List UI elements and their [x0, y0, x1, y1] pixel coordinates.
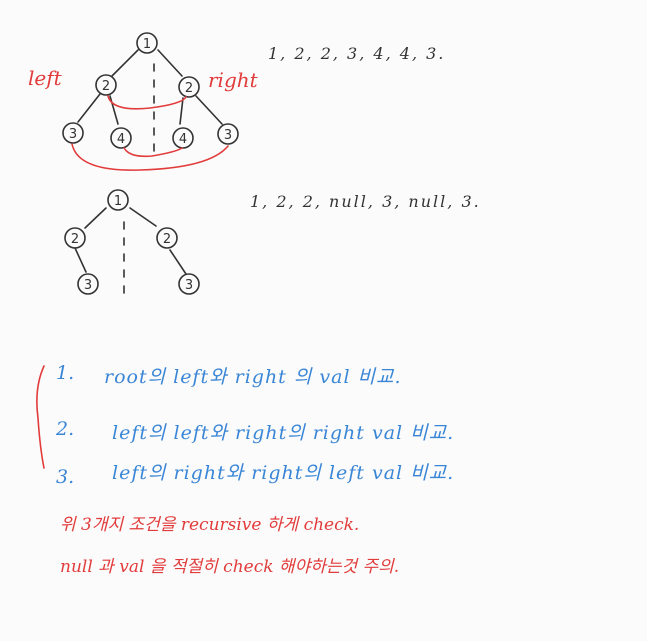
tree1-node-label: 2 [185, 81, 193, 96]
tree2-node [178, 273, 200, 295]
tree2-node-label: 1 [114, 194, 122, 209]
note-3-number: 3. [56, 466, 75, 488]
tree2-edge [169, 249, 187, 275]
tree1-node [178, 76, 200, 98]
footer-line-2: null 과 val 을 적절히 check 해야하는것 주의. [60, 557, 400, 577]
note-2-text: left의 left와 right의 right val 비교. [112, 422, 455, 444]
tree1-node-label: 4 [179, 132, 187, 147]
tree2-node [107, 189, 129, 211]
tree1-compare-arc-middle [123, 147, 183, 158]
tree1-edge [179, 97, 184, 125]
tree2-node [77, 273, 99, 295]
label-right: right [208, 68, 258, 92]
tree2-edge [84, 207, 107, 229]
tree1-edge [195, 95, 223, 125]
tree1-edge [111, 49, 139, 77]
tree2-sequence: 1, 2, 2, null, 3, null, 3. [250, 192, 481, 211]
label-left: left [28, 66, 62, 90]
tree2-node [64, 227, 86, 249]
tree1-compare-arc-outer [71, 143, 229, 171]
tree2-edge [74, 247, 87, 273]
tree1-node [217, 123, 239, 145]
note-3-text: left의 right와 right의 left val 비교. [112, 462, 455, 484]
tree1-node-label: 3 [69, 127, 77, 142]
tree1-node-label: 1 [143, 37, 151, 52]
tree1-node [172, 127, 194, 149]
notes-bracket [36, 365, 45, 469]
note-1-number: 1. [56, 362, 75, 384]
tree1-node-label: 4 [117, 132, 125, 147]
tree1-node [110, 127, 132, 149]
tree1-node-label: 3 [224, 128, 232, 143]
tree1-sequence: 1, 2, 2, 3, 4, 4, 3. [268, 44, 446, 63]
tree1-edge [157, 49, 183, 77]
tree1-node [95, 74, 117, 96]
tree1-node [136, 32, 158, 54]
note-1-text: root의 left와 right 의 val 비교. [104, 366, 402, 388]
tree2-node [156, 227, 178, 249]
tree2-node-label: 2 [71, 232, 79, 247]
tree2-node-label: 3 [84, 278, 92, 293]
tree1-edge [77, 93, 101, 123]
tree2-edge [129, 207, 157, 227]
tree1-node-label: 2 [102, 79, 110, 94]
note-2-number: 2. [56, 418, 75, 440]
tree2-node-label: 3 [185, 278, 193, 293]
tree1-compare-arc-inner [107, 95, 187, 110]
tree2-node-label: 2 [163, 232, 171, 247]
tree1-node [62, 122, 84, 144]
tree1-edge [109, 95, 119, 125]
footer-line-1: 위 3개지 조건을 recursive 하게 check. [60, 515, 360, 535]
